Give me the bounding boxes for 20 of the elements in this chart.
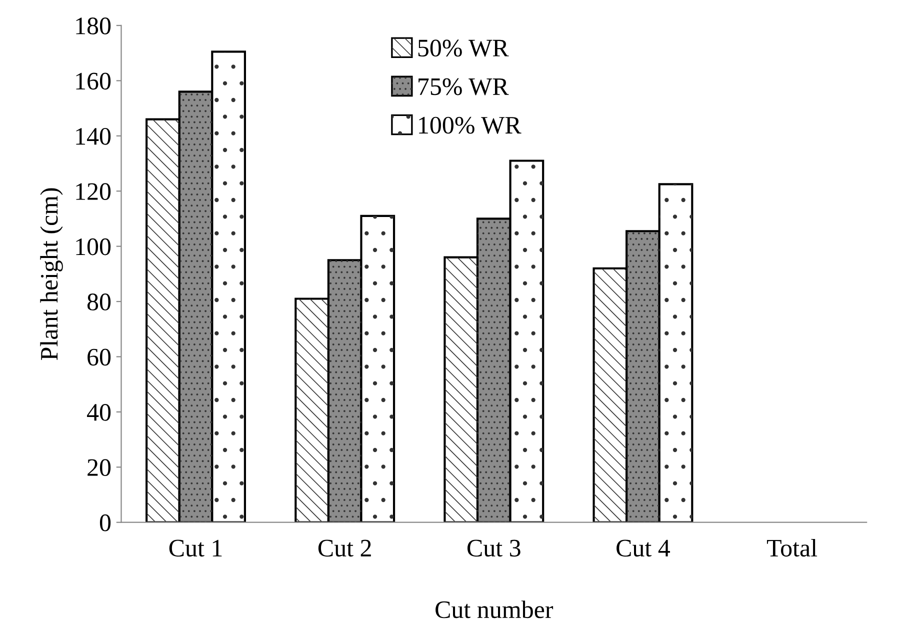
legend-label: 100% WR: [419, 116, 522, 134]
x-tick-label: Cut 4: [616, 540, 670, 557]
y-tick-label: 60: [88, 348, 111, 366]
legend-label: 50% WR: [418, 40, 509, 57]
x-tick-label: Cut 2: [318, 540, 371, 557]
y-tick-label: 80: [87, 294, 111, 310]
y-axis-title: Plant height (cm): [40, 188, 63, 360]
y-tick-label: 120: [76, 183, 111, 200]
y-tick-label: 100: [76, 238, 111, 256]
x-axis-title: Cut number: [436, 600, 554, 618]
y-tick-label: 40: [86, 404, 111, 421]
y-tick-label: 20: [88, 459, 111, 476]
y-tick-label: 0: [100, 514, 111, 532]
x-tick-label: Total: [766, 539, 818, 557]
y-tick-label: 180: [76, 18, 111, 34]
y-tick-label: 140: [76, 128, 111, 145]
x-tick-label: Cut 1: [169, 540, 222, 557]
x-tick-label: Cut 3: [467, 540, 520, 557]
y-tick-label: 160: [76, 72, 111, 90]
legend-label: 75% WR: [418, 78, 509, 96]
